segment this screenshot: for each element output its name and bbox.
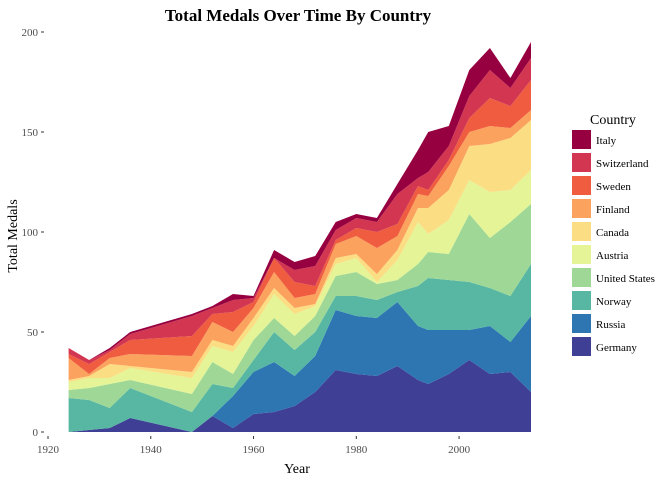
legend-item-canada: Canada [572, 222, 629, 241]
legend-swatch [572, 337, 591, 356]
legend-swatch [572, 245, 591, 264]
legend-item-norway: Norway [572, 291, 632, 310]
legend-swatch [572, 130, 591, 149]
legend-label: Sweden [596, 181, 631, 193]
area-switzerland [68, 58, 531, 364]
x-axis: 1920 1940 1960 1980 2000 [37, 436, 471, 456]
legend-label: Russia [596, 319, 625, 331]
legend-swatch [572, 314, 591, 333]
area-sweden [68, 80, 531, 374]
legend: Country Italy Switzerland Sweden Finland Can… [572, 113, 655, 356]
legend-swatch [572, 199, 591, 218]
legend-item-finland: Finland [572, 199, 630, 218]
legend-label: Germany [596, 342, 637, 354]
area-finland [68, 110, 531, 380]
x-tick-label: 1960 [243, 444, 266, 456]
y-tick-label: 150 [22, 127, 39, 139]
y-tick-label: 50 [27, 327, 39, 339]
legend-label: Austria [596, 250, 629, 262]
x-axis-title: Year [284, 462, 310, 477]
legend-swatch [572, 268, 591, 287]
area-russia [68, 302, 531, 432]
legend-item-germany: Germany [572, 337, 637, 356]
area-norway [68, 264, 531, 432]
x-tick-label: 1940 [140, 444, 163, 456]
legend-label: Italy [596, 135, 617, 147]
legend-label: Norway [596, 296, 632, 308]
legend-item-russia: Russia [572, 314, 625, 333]
legend-label: United States [596, 273, 655, 285]
area-canada [68, 120, 531, 382]
legend-swatch [572, 176, 591, 195]
y-tick-label: 100 [22, 227, 39, 239]
chart-title: Total Medals Over Time By Country [165, 6, 432, 25]
legend-item-switzerland: Switzerland [572, 153, 649, 172]
area-italy [68, 42, 531, 360]
legend-item-austria: Austria [572, 245, 629, 264]
legend-item-sweden: Sweden [572, 176, 631, 195]
legend-label: Finland [596, 204, 630, 216]
legend-item-italy: Italy [572, 130, 617, 149]
y-axis-title: Total Medals [6, 199, 21, 272]
y-tick-label: 0 [33, 427, 39, 439]
area-germany [68, 360, 531, 432]
x-tick-label: 1980 [345, 444, 368, 456]
legend-label: Canada [596, 227, 629, 239]
area-austria [68, 170, 531, 394]
legend-swatch [572, 291, 591, 310]
legend-swatch [572, 222, 591, 241]
area-united-states [68, 204, 531, 412]
x-tick-label: 2000 [448, 444, 471, 456]
area-layers [68, 42, 531, 432]
x-tick-label: 1920 [37, 444, 60, 456]
legend-title: Country [590, 113, 636, 128]
legend-swatch [572, 153, 591, 172]
legend-label: Switzerland [596, 158, 649, 170]
y-tick-label: 200 [22, 27, 39, 39]
y-axis: 0 50 100 150 200 [22, 27, 44, 439]
legend-item-united-states: United States [572, 268, 655, 287]
